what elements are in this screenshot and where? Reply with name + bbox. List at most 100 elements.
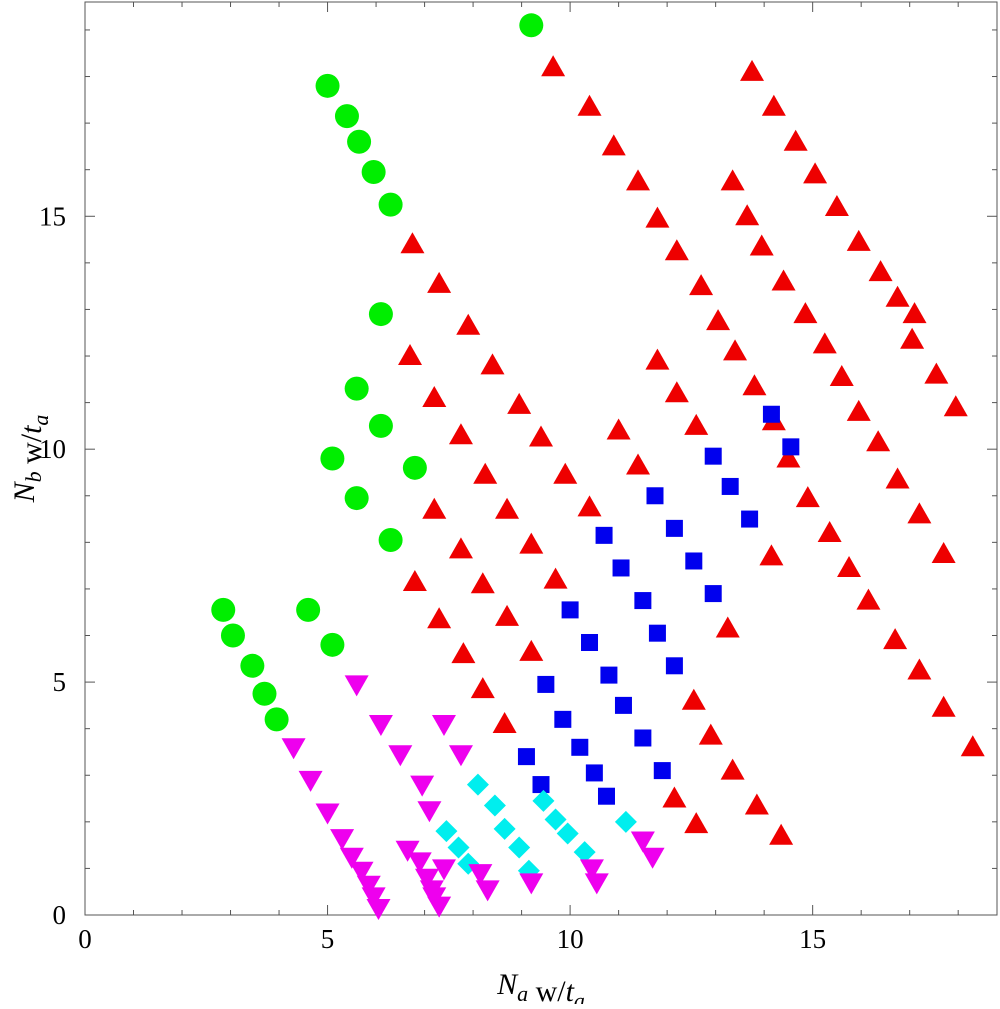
data-point-triangle-up — [448, 537, 473, 559]
data-point-triangle-up — [451, 642, 476, 664]
data-point-triangle-up — [422, 497, 447, 519]
data-point-diamond — [447, 836, 470, 859]
data-point-triangle-up — [577, 94, 602, 116]
data-point-circle — [347, 129, 372, 154]
data-point-square — [634, 592, 652, 610]
data-point-square — [595, 526, 613, 544]
data-point-triangle-up — [473, 462, 498, 484]
axes-layer — [84, 2, 997, 916]
data-point-triangle-up — [402, 569, 427, 591]
data-point-diamond — [532, 789, 555, 812]
y-tick-label: 15 — [39, 201, 66, 231]
data-point-square — [600, 666, 618, 684]
data-point-triangle-up — [681, 688, 706, 710]
data-point-diamond — [556, 822, 579, 845]
data-point-triangle-up — [776, 446, 801, 468]
data-point-triangle-up — [720, 169, 745, 191]
data-point-triangle-up — [749, 234, 774, 256]
data-point-triangle-up — [456, 313, 481, 335]
data-point-triangle-up — [715, 616, 740, 638]
data-point-circle — [252, 681, 277, 706]
data-point-triangle-up — [868, 260, 893, 282]
data-point-triangle-up — [761, 94, 786, 116]
data-point-triangle-up — [824, 194, 849, 216]
data-point-triangle-up — [495, 604, 520, 626]
data-point-triangle-up — [846, 229, 871, 251]
data-point-triangle-down — [315, 803, 340, 825]
data-point-triangle-up — [577, 495, 602, 517]
data-point-triangle-down — [415, 868, 439, 890]
data-point-square — [634, 729, 652, 747]
data-point-diamond — [466, 773, 489, 796]
data-point-triangle-down — [630, 831, 655, 853]
data-point-square — [571, 738, 589, 756]
data-point-square — [614, 696, 632, 714]
data-point-triangle-up — [480, 353, 505, 375]
data-point-square — [554, 710, 572, 728]
data-point-square — [585, 764, 603, 782]
data-point-circle — [344, 486, 369, 511]
data-point-triangle-up — [742, 374, 767, 396]
data-point-triangle-up — [866, 430, 891, 452]
data-point-circle — [361, 160, 386, 185]
data-point-triangle-up — [706, 309, 731, 331]
data-point-triangle-down — [417, 801, 442, 823]
data-point-triangle-up — [606, 418, 631, 440]
data-point-triangle-down — [361, 887, 386, 909]
data-point-square — [581, 633, 599, 651]
data-point-diamond — [483, 794, 506, 817]
data-point-square — [612, 559, 630, 577]
x-tick-label: 0 — [78, 924, 92, 954]
x-tick-label: 15 — [799, 924, 826, 954]
data-point-diamond — [493, 817, 516, 840]
data-point-triangle-up — [400, 232, 425, 254]
data-point-circle — [378, 192, 403, 217]
data-point-triangle-up — [645, 206, 670, 228]
data-point-triangle-up — [885, 467, 910, 489]
data-point-diamond — [435, 820, 458, 843]
data-point-triangle-down — [640, 847, 665, 869]
data-point-triangle-up — [553, 462, 578, 484]
data-point-circle — [378, 528, 403, 553]
data-point-square — [653, 762, 671, 780]
data-point-triangle-up — [698, 723, 723, 745]
data-point-circle — [368, 302, 393, 327]
data-point-triangle-up — [907, 502, 932, 524]
data-point-triangle-down — [448, 745, 473, 767]
data-point-triangle-up — [519, 532, 544, 554]
data-point-triangle-down — [356, 875, 381, 897]
data-point-triangle-up — [902, 302, 927, 324]
data-point-circle — [519, 13, 544, 38]
data-point-square — [741, 510, 759, 528]
data-point-triangle-up — [803, 162, 828, 184]
data-point-triangle-up — [795, 486, 820, 508]
data-point-triangle-down — [388, 745, 413, 767]
data-point-circle — [320, 446, 345, 471]
data-point-circle — [334, 104, 359, 129]
data-point-diamond — [573, 841, 596, 864]
data-point-triangle-up — [759, 544, 784, 566]
data-point-circle — [320, 632, 345, 657]
data-point-triangle-down — [281, 738, 306, 760]
plot-area — [84, 1, 998, 916]
data-point-triangle-up — [837, 555, 862, 577]
data-point-triangle-up — [689, 274, 714, 296]
data-point-triangle-up — [664, 381, 689, 403]
data-point-circle — [211, 597, 236, 622]
data-point-triangle-up — [684, 812, 709, 834]
data-point-triangle-up — [541, 55, 566, 77]
data-point-triangle-up — [492, 712, 517, 734]
x-tick-label: 10 — [557, 924, 584, 954]
data-point-square — [721, 477, 739, 495]
data-point-triangle-down — [584, 873, 609, 895]
y-tick-label: 5 — [53, 667, 67, 697]
y-tick-label: 10 — [39, 434, 66, 464]
data-point-triangle-up — [817, 521, 842, 543]
data-point-triangle-up — [960, 735, 985, 757]
data-point-triangle-up — [812, 332, 837, 354]
data-point-square — [762, 405, 780, 423]
data-point-triangle-up — [470, 677, 495, 699]
data-point-square — [704, 585, 722, 603]
data-point-triangle-up — [720, 758, 745, 780]
data-point-triangle-up — [883, 628, 908, 650]
